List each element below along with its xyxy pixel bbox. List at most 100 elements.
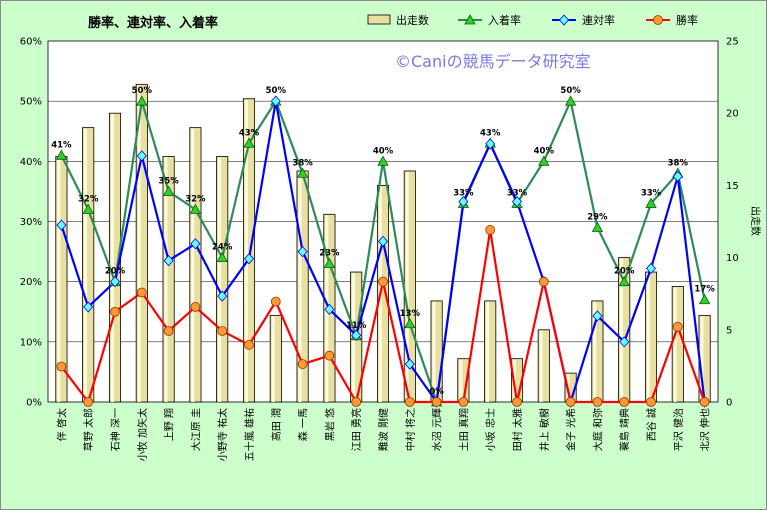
rate3-point	[591, 221, 604, 232]
bar-highlight	[486, 301, 490, 402]
rate2-point	[351, 329, 362, 341]
rate2-point	[163, 255, 174, 267]
bar-highlight	[57, 157, 61, 402]
rate3-point	[162, 185, 175, 196]
data-label: 23%	[319, 249, 340, 259]
bar	[484, 300, 497, 403]
rate2-point	[619, 336, 630, 348]
bar-highlight	[191, 128, 195, 402]
bar-highlight	[164, 157, 168, 402]
rate3-point	[404, 317, 416, 329]
rate2-point	[270, 95, 281, 107]
rate2-point	[297, 245, 308, 258]
x-tick-label: 難波 剛健	[377, 408, 390, 451]
bar-highlight	[298, 171, 302, 402]
bar-highlight	[405, 171, 409, 402]
rate1-point	[136, 287, 147, 298]
rate1-point	[110, 306, 120, 317]
right-axis-ticks: 0 5 10 15 20 25	[726, 37, 739, 409]
rate1-point	[56, 361, 67, 372]
bar-highlight	[593, 301, 597, 402]
rate3-point	[538, 155, 550, 166]
data-label: 43%	[239, 128, 260, 138]
left-tick-label: 50%	[20, 97, 42, 108]
x-tick-label: 森 一馬	[297, 408, 310, 441]
data-label: 50%	[132, 86, 153, 96]
legend-label-rate1: 勝率	[676, 13, 698, 27]
rate3-point	[296, 167, 309, 178]
right-tick-label: 25	[726, 37, 739, 48]
left-axis-ticks: 0% 10% 20% 30% 40% 50% 60%	[20, 37, 42, 409]
data-label: 29%	[587, 213, 608, 223]
right-tick-label: 20	[726, 109, 739, 120]
right-axis-label: 出走数	[749, 206, 762, 236]
x-tick-label: 井上 敏樹	[538, 408, 551, 451]
data-labels: 41% 32% 20% 50% 35% 32% 24% 43% 50% 38% 23% 11% 40% 1…	[51, 86, 715, 397]
rate2-point	[672, 170, 683, 182]
left-tick-label: 10%	[20, 337, 42, 348]
x-tick-label: 小野寺 祐太	[216, 408, 229, 461]
data-label: 32%	[185, 194, 206, 204]
x-tick-label: 土田 真翔	[457, 408, 470, 451]
bar-highlight	[110, 114, 114, 402]
rate3-point	[323, 257, 336, 269]
watermark: ©Caniの競馬データ研究室	[395, 52, 591, 71]
bar	[162, 156, 175, 403]
rate2-point	[645, 262, 657, 275]
rate1-point	[485, 225, 496, 235]
rate2-point	[243, 253, 255, 265]
rate3-point	[243, 137, 255, 148]
legend-swatch-bars	[367, 14, 391, 25]
left-tick-label: 0%	[26, 398, 42, 409]
bar	[376, 184, 390, 403]
data-label: 20%	[105, 267, 126, 277]
rate3-point	[618, 275, 630, 287]
x-tick-label: 蓑島 靖典	[618, 408, 631, 451]
bar-highlight	[673, 287, 677, 402]
bar-highlight	[84, 128, 88, 402]
rate2-point	[458, 196, 469, 208]
rate1-point	[699, 397, 710, 407]
x-tick-label: 上野 翔	[163, 408, 176, 441]
data-label: 35%	[158, 176, 179, 186]
bar-highlight	[459, 359, 463, 402]
rate1-point	[297, 359, 308, 369]
bar	[537, 329, 550, 403]
left-tick-label: 40%	[20, 157, 42, 168]
rate1-point	[512, 397, 522, 407]
bar	[242, 98, 256, 403]
rate2-point	[83, 301, 94, 313]
data-label: 40%	[534, 146, 555, 156]
data-label: 41%	[51, 140, 72, 150]
left-tick-label: 20%	[20, 277, 42, 288]
rate3-point	[698, 293, 711, 305]
bar	[189, 127, 202, 403]
x-axis-labels: 伴 啓太 草野 太郎 石神 深一 小牧 加矢太 上野 翔大江原 圭 小野寺 祐太 五十嵐 雄…	[55, 408, 711, 461]
x-tick-label: 田村 太雅	[511, 408, 524, 451]
bar	[269, 314, 282, 403]
bar-highlight	[646, 273, 650, 402]
right-tick-label: 10	[726, 253, 739, 264]
rate1-point	[217, 326, 228, 336]
right-tick-label: 15	[726, 181, 739, 192]
rate3-point	[377, 155, 389, 166]
data-label: 20%	[614, 267, 635, 277]
legend-label-bars: 出走数	[396, 13, 429, 27]
rate1-point	[324, 350, 335, 361]
rate1-point	[244, 339, 254, 350]
legend-marker-rate2	[558, 14, 570, 26]
data-label: 40%	[373, 146, 394, 156]
data-label: 43%	[480, 128, 501, 138]
x-tick-label: 高田 潤	[270, 408, 283, 441]
rate2-point	[511, 196, 523, 208]
x-tick-label: 草野 太郎	[82, 408, 95, 451]
rate3-point	[189, 203, 202, 214]
rate1-point	[351, 397, 362, 407]
legend-label-rate2: 連対率	[582, 13, 615, 27]
rate2-point	[136, 150, 147, 162]
right-tick-label: 5	[726, 325, 732, 336]
rate2-point	[190, 238, 201, 250]
bar	[135, 83, 148, 403]
legend-marker-rate3	[464, 14, 476, 25]
